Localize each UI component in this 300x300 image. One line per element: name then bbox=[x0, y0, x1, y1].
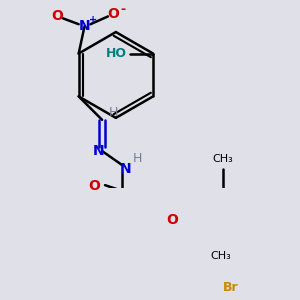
Text: -: - bbox=[120, 3, 125, 16]
Text: N: N bbox=[79, 19, 90, 33]
Text: Br: Br bbox=[223, 281, 239, 294]
Text: O: O bbox=[88, 179, 100, 193]
Text: O: O bbox=[107, 8, 119, 22]
Text: CH₃: CH₃ bbox=[213, 154, 233, 164]
Text: O: O bbox=[51, 9, 63, 23]
Text: O: O bbox=[167, 213, 178, 227]
Text: N: N bbox=[120, 162, 131, 176]
Text: +: + bbox=[89, 15, 98, 25]
Text: CH₃: CH₃ bbox=[211, 251, 231, 261]
Text: H: H bbox=[133, 152, 142, 165]
Text: H: H bbox=[109, 106, 119, 118]
Text: N: N bbox=[92, 144, 104, 158]
Text: HO: HO bbox=[106, 47, 127, 60]
